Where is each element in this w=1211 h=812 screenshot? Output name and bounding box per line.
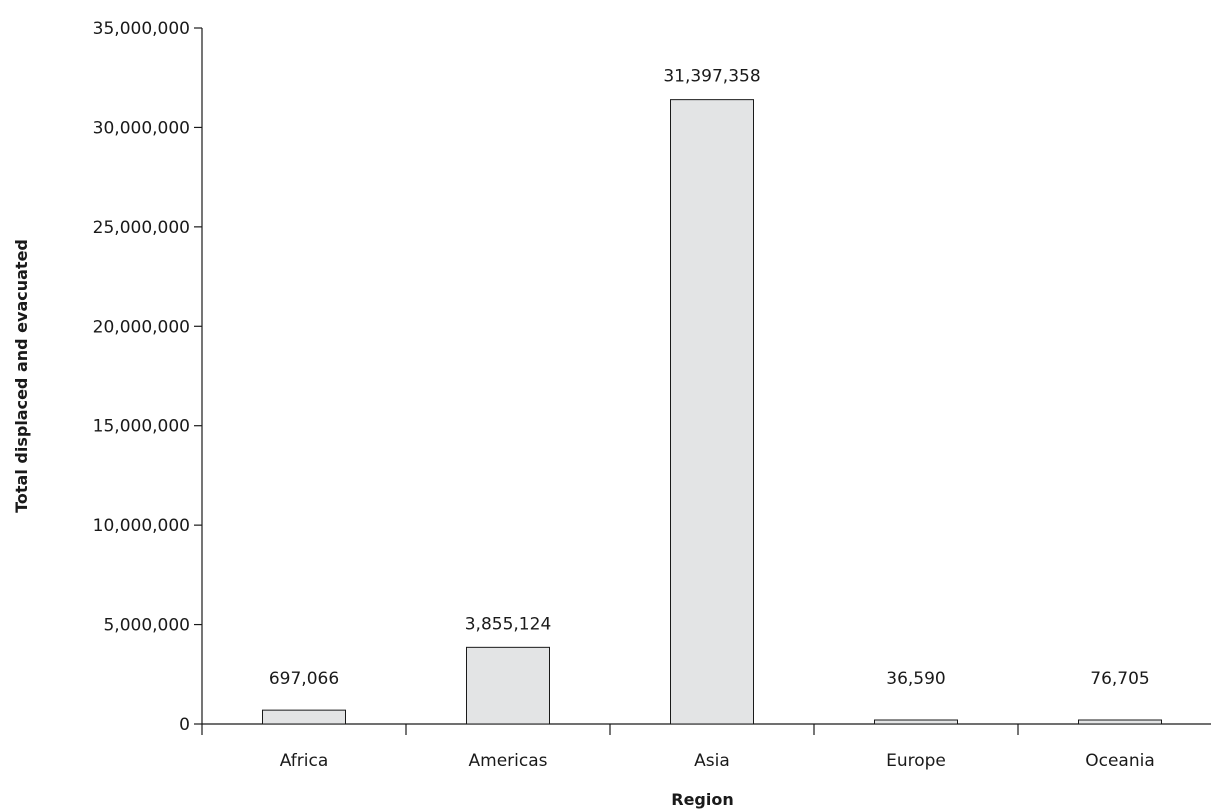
bar-asia (670, 99, 754, 725)
y-axis: 0 5,000,000 10,000,000 15,000,000 20,000,000… (93, 19, 203, 735)
data-label-americas: 3,855,124 (465, 614, 552, 634)
y-tick-label: 10,000,000 (93, 516, 190, 536)
bar-africa (262, 709, 346, 725)
bars (262, 99, 1162, 725)
y-tick-label: 25,000,000 (93, 218, 190, 238)
y-tick-label: 20,000,000 (93, 317, 190, 337)
bar-oceania (1078, 719, 1162, 725)
x-axis-title: Region (671, 790, 734, 809)
x-tick-label-oceania: Oceania (1085, 751, 1155, 771)
x-tick-label-asia: Asia (694, 751, 730, 771)
data-label-asia: 31,397,358 (663, 67, 760, 87)
y-tick-label: 30,000,000 (93, 118, 190, 138)
bar-americas (466, 646, 550, 725)
data-label-africa: 697,066 (269, 669, 339, 689)
y-tick-label: 35,000,000 (93, 19, 190, 39)
x-tick-label-africa: Africa (280, 751, 329, 771)
x-tick-label-americas: Americas (469, 751, 548, 771)
data-label-oceania: 76,705 (1090, 669, 1149, 689)
y-tick-label: 15,000,000 (93, 417, 190, 437)
data-labels: 697,066 3,855,124 31,397,358 36,590 76,705 (269, 67, 1150, 689)
x-tick-label-europe: Europe (886, 751, 946, 771)
bar-europe (874, 719, 958, 725)
y-tick-label: 5,000,000 (103, 616, 190, 636)
x-axis: Africa Americas Asia Europe Oceania (202, 723, 1211, 771)
data-label-europe: 36,590 (886, 669, 945, 689)
y-axis-title: Total displaced and evacuated (12, 239, 31, 513)
y-tick-label: 0 (179, 715, 190, 735)
